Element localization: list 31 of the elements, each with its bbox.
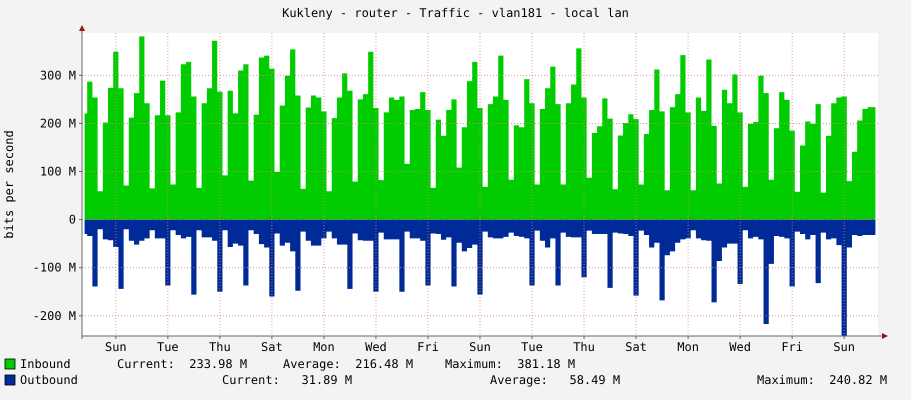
text: Average: 58.49 M: [490, 373, 620, 387]
y-tick-label: 0: [68, 212, 76, 227]
y-tick-label: -100 M: [32, 260, 76, 275]
y-tick-label: 200 M: [40, 116, 76, 130]
x-tick-label: Thu: [209, 340, 231, 354]
x-tick-label: Sun: [469, 340, 491, 354]
x-tick-label: Sat: [261, 340, 283, 354]
text: Current: 233.98 M: [117, 357, 248, 371]
x-tick-label: Fri: [781, 340, 803, 354]
text: Maximum: 240.82 M: [757, 373, 888, 387]
x-tick-label: Mon: [677, 340, 699, 354]
x-tick-label: Sun: [833, 340, 856, 354]
x-tick-label: Tue: [157, 340, 179, 354]
x-tick-label: Mon: [313, 340, 335, 354]
x-tick-label: Sat: [625, 340, 647, 354]
y-tick-label: -200 M: [32, 308, 76, 323]
y-tick-label: 100 M: [40, 164, 76, 179]
x-tick-label: Wed: [365, 340, 387, 354]
x-tick-label: Wed: [729, 340, 751, 354]
y-tick-label: 300 M: [40, 68, 76, 82]
text: Current: 31.89 M: [222, 373, 352, 387]
x-tick-label: Tue: [521, 340, 543, 354]
legend-label: Inbound: [20, 357, 71, 371]
chart-title: Kukleny - router - Traffic - vlan181 - local lan: [282, 6, 629, 20]
x-tick-label: Thu: [573, 340, 595, 354]
text: Maximum: 381.18 M: [445, 357, 576, 371]
text: Average: 216.48 M: [283, 357, 414, 371]
x-tick-label: Fri: [417, 340, 439, 354]
x-tick-label: Sun: [104, 340, 127, 354]
y-axis-title: bits per second: [2, 130, 16, 239]
legend-label: Outbound: [20, 373, 78, 387]
